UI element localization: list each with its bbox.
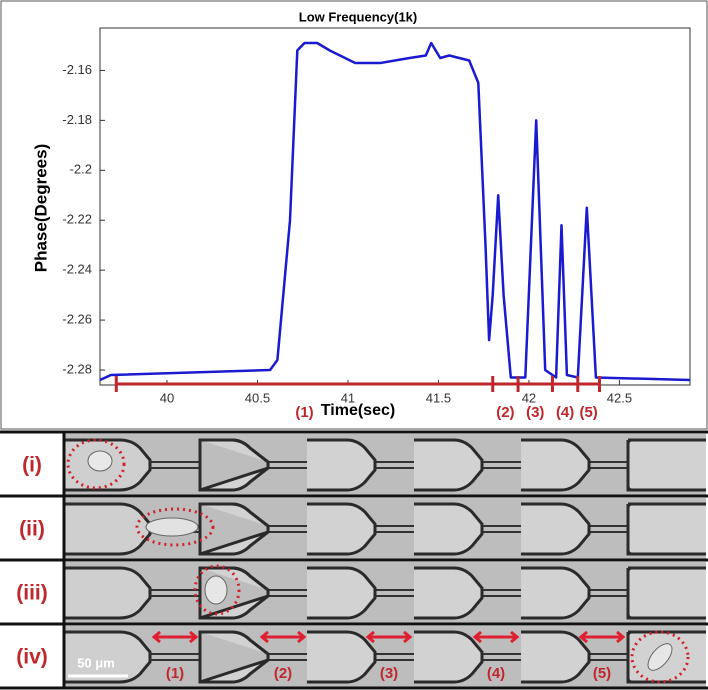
image-panels: 50 μm (i) (ii) (iii) (iv) (1) (2) (3) (4) (5) [0,430,708,690]
row-label: (iv) [16,646,48,669]
cell [145,517,199,537]
cell-highlight [193,564,241,616]
row-label: (ii) [19,518,45,541]
scale-bar-label: 50 μm [77,655,115,670]
segment-label: (5) [579,404,597,421]
x-tick-label: 41.5 [426,390,451,405]
chart-title: Low Frequency(1k) [299,9,417,24]
y-tick-label: -2.16 [62,62,92,77]
y-tick-label: -2.2 [70,162,92,177]
y-tick-label: -2.26 [62,312,92,327]
row-label: (i) [22,454,42,477]
data-line [99,41,691,382]
cell-highlight [135,507,215,547]
row-label: (iii) [16,582,48,605]
cell [647,643,673,671]
segment-label: (2) [496,404,514,421]
cell [204,575,228,605]
y-tick-label: -2.28 [62,361,92,376]
x-tick-label: 40 [160,390,174,405]
gap-label: (4) [487,665,505,682]
x-tick-label: 40.5 [245,390,270,405]
y-axis-label: Phase(Degrees) [31,144,50,273]
gap-label: (5) [593,665,611,682]
x-tick-label: 42.5 [607,390,632,405]
panel-borders [0,430,708,690]
gap-arrows [151,630,626,644]
gap-label: (3) [380,665,398,682]
cell-highlight [66,438,126,490]
x-tick-label: 42 [522,390,536,405]
y-tick-label: -2.18 [62,112,92,127]
cell-highlight [630,630,690,684]
segment-label: (3) [526,404,544,421]
x-axis-label: Time(sec) [321,402,395,419]
y-tick-label: -2.24 [62,262,92,277]
gap-label: (2) [274,665,292,682]
segment-label: (4) [556,404,574,421]
image-row [64,562,706,624]
segment-label: (1) [295,404,313,421]
chart-frame [0,0,708,430]
image-row [64,434,706,496]
cell [87,450,113,472]
gap-label: (1) [166,665,184,682]
y-tick-label: -2.22 [62,212,92,227]
chart-layer: -2.16 -2.18 -2.2 -2.22 -2.24 -2.26 -2.28 40 40.5… [62,41,691,421]
x-tick-label: 41 [341,390,355,405]
